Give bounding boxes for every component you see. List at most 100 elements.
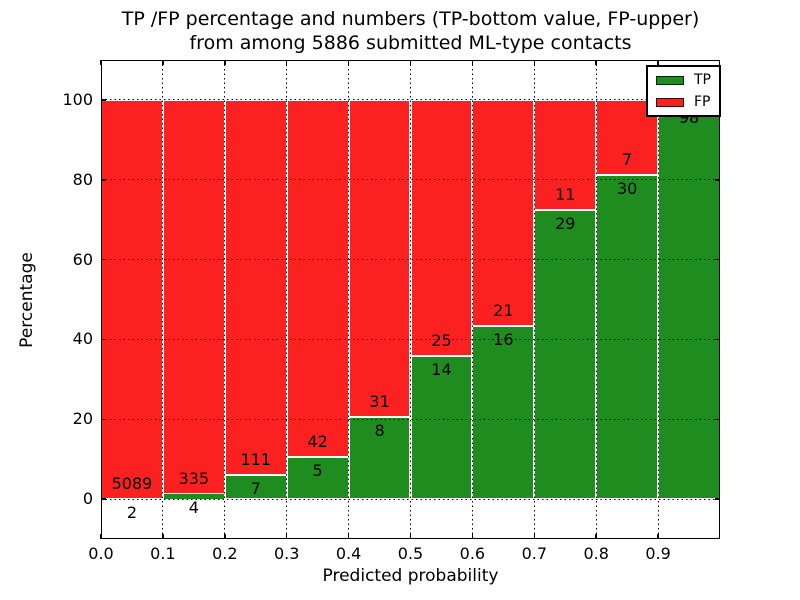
- fp-count-label: 21: [493, 301, 514, 321]
- tp-count-label: 8: [374, 421, 385, 441]
- y-tick-label: 40: [72, 329, 93, 349]
- y-tick-mark: [101, 338, 106, 341]
- tp-count-label: 30: [616, 179, 638, 199]
- x-tick-mark: [285, 534, 288, 539]
- y-tick-mark: [715, 258, 720, 261]
- fp-count-label: 42: [307, 431, 328, 451]
- x-tick-mark: [224, 60, 226, 65]
- vertical-gridline: [595, 60, 597, 539]
- horizontal-gridline: [101, 259, 720, 261]
- vertical-gridline: [471, 60, 473, 539]
- bar-segment-fp: [286, 99, 349, 457]
- x-tick-label: 0.5: [397, 544, 424, 563]
- x-tick-mark: [347, 534, 350, 539]
- x-tick-mark: [347, 60, 350, 65]
- y-tick-mark: [101, 498, 106, 500]
- chart-title: TP /FP percentage and numbers (TP-bottom…: [101, 7, 720, 55]
- tp-count-label: 5: [312, 460, 323, 480]
- tp-count-label: 7: [250, 479, 261, 499]
- horizontal-gridline: [101, 338, 720, 340]
- fp-count-label: 7: [622, 150, 633, 170]
- x-tick-label: 0.6: [459, 544, 486, 563]
- vertical-gridline: [224, 60, 226, 539]
- x-tick-mark: [595, 534, 597, 539]
- y-tick-label: 60: [72, 249, 93, 269]
- y-tick-mark: [101, 418, 106, 420]
- bar-segment-tp: [348, 417, 411, 500]
- y-tick-mark: [715, 338, 720, 341]
- x-tick-mark: [533, 534, 536, 539]
- bar-segment-tp: [596, 175, 659, 500]
- tp-count-label: 4: [188, 498, 199, 518]
- y-tick-label: 0: [82, 489, 93, 509]
- fp-swatch-icon: [656, 97, 684, 107]
- y-tick-label: 20: [72, 409, 93, 429]
- y-tick-mark: [101, 99, 106, 101]
- x-tick-mark: [100, 60, 102, 65]
- x-tick-mark: [471, 534, 474, 539]
- fp-count-label: 31: [369, 392, 390, 412]
- legend: TP FP: [646, 65, 721, 117]
- x-tick-mark: [657, 60, 659, 65]
- bar-segment-fp: [410, 99, 473, 356]
- x-tick-mark: [409, 60, 412, 65]
- vertical-gridline: [410, 60, 411, 539]
- horizontal-gridline: [101, 418, 720, 420]
- vertical-gridline: [657, 60, 659, 539]
- x-tick-mark: [100, 534, 102, 539]
- x-tick-mark: [162, 534, 164, 539]
- horizontal-gridline: [101, 179, 720, 181]
- vertical-gridline: [533, 60, 535, 539]
- x-tick-label: 0.4: [335, 544, 362, 563]
- legend-item: FP: [656, 95, 711, 109]
- legend-item: TP: [656, 73, 711, 87]
- x-tick-mark: [595, 60, 597, 65]
- fp-count-label: 11: [555, 184, 576, 204]
- bar-segment-tp: [534, 209, 597, 500]
- legend-item-label: FP: [694, 94, 711, 110]
- x-tick-label: 0.9: [645, 544, 671, 563]
- fp-count-label: 335: [178, 469, 210, 489]
- x-tick-label: 0.7: [521, 544, 548, 563]
- fp-count-label: 5089: [111, 473, 153, 493]
- bar-segment-fp: [472, 99, 535, 327]
- vertical-gridline: [348, 60, 350, 539]
- vertical-gridline: [286, 60, 288, 539]
- horizontal-gridline: [101, 99, 720, 101]
- y-tick-label: 80: [72, 169, 93, 189]
- x-tick-mark: [533, 60, 536, 65]
- x-tick-mark: [471, 60, 474, 65]
- x-axis-label: Predicted probability: [322, 566, 499, 586]
- bar-segment-tp: [472, 326, 535, 500]
- fp-count-label: 111: [240, 450, 272, 470]
- bar-segment-fp: [101, 99, 163, 499]
- x-tick-mark: [224, 534, 226, 539]
- vertical-gridline: [162, 60, 164, 539]
- x-tick-label: 0.0: [88, 544, 114, 563]
- x-tick-label: 0.1: [150, 544, 176, 563]
- y-tick-mark: [101, 179, 106, 181]
- tp-count-label: 2: [126, 502, 138, 522]
- tp-count-label: 16: [493, 330, 514, 350]
- y-tick-mark: [715, 498, 720, 500]
- x-tick-label: 0.3: [273, 544, 300, 563]
- chart-title-line1: TP /FP percentage and numbers (TP-bottom…: [121, 8, 700, 30]
- tp-swatch-icon: [656, 75, 684, 85]
- fp-count-label: 25: [431, 330, 452, 350]
- y-tick-mark: [715, 418, 720, 420]
- bar-segment-fp: [162, 99, 225, 495]
- y-tick-mark: [715, 179, 720, 181]
- x-tick-mark: [162, 60, 164, 65]
- plot-area: 5089 2 335 4 111 7 42 5 31 8 25 14 21 16 11 29 7 30 98: [100, 60, 720, 539]
- x-tick-mark: [285, 60, 288, 65]
- y-tick-mark: [101, 258, 106, 261]
- x-tick-mark: [409, 534, 412, 539]
- bar-segment-fp: [224, 99, 287, 476]
- tp-count-label: 14: [431, 359, 452, 379]
- bar-segment-tp: [658, 103, 720, 500]
- legend-item-label: TP: [694, 72, 711, 88]
- chart-title-line2: from among 5886 submitted ML-type contac…: [189, 32, 632, 54]
- y-tick-label: 100: [62, 89, 93, 109]
- horizontal-gridline: [101, 498, 720, 500]
